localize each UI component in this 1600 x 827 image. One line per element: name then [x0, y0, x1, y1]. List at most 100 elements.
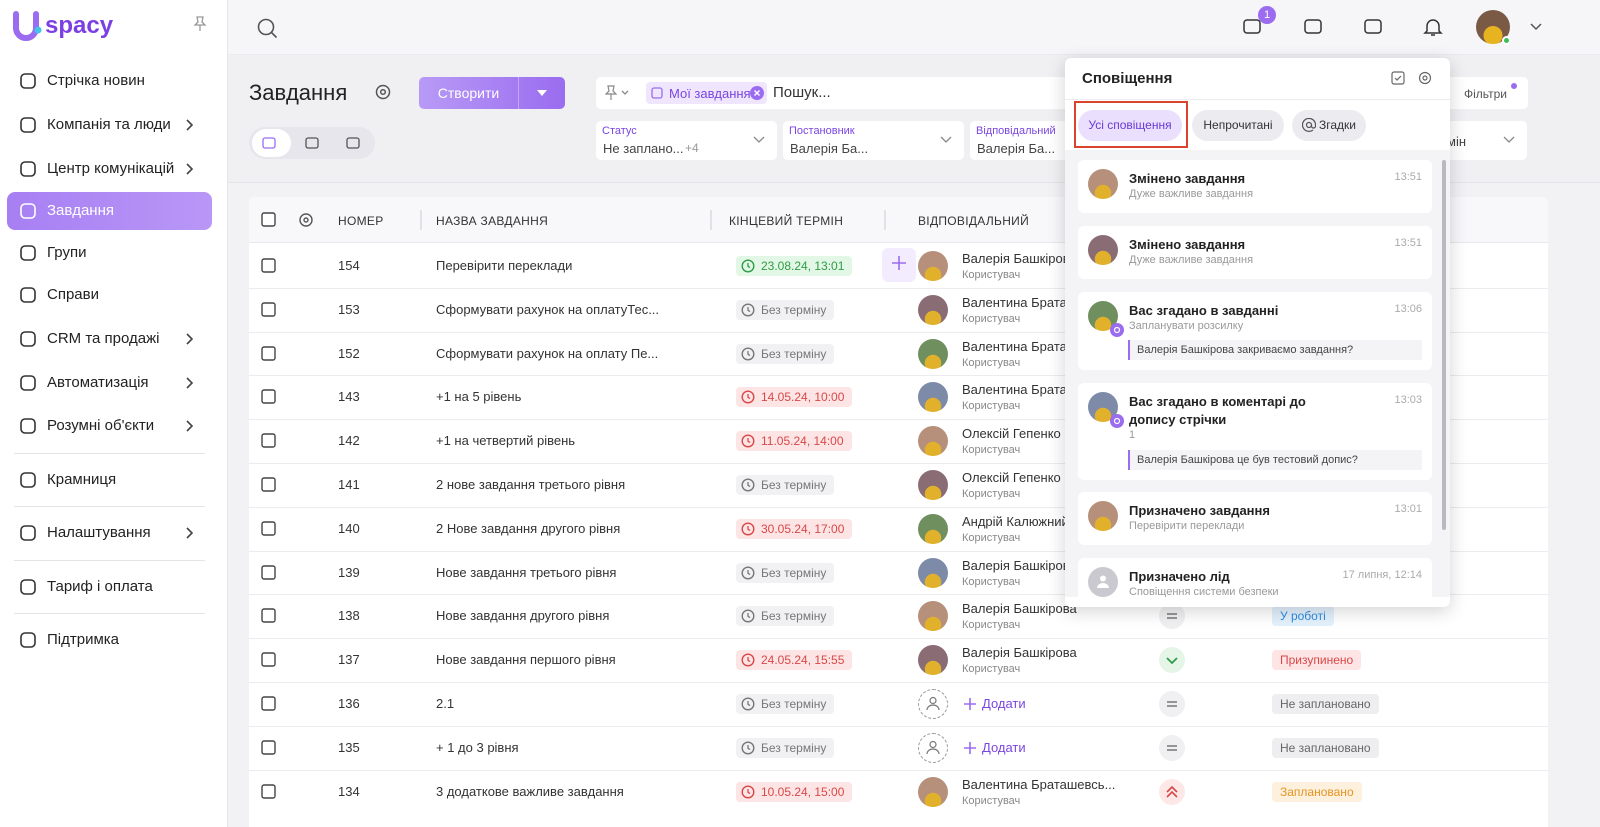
assignee-name[interactable]: Олексій Гепенко: [962, 426, 1061, 442]
row-checkbox[interactable]: [261, 477, 276, 492]
add-column-plus[interactable]: [891, 255, 907, 271]
task-name[interactable]: +1 на четвертий рівень: [436, 433, 576, 449]
assignee-name[interactable]: Валерія Башкірова: [962, 645, 1077, 661]
deadline-pill[interactable]: Без терміну: [736, 562, 835, 583]
add-assignee[interactable]: Додати: [982, 739, 1026, 755]
task-name[interactable]: Перевірити переклади: [436, 258, 573, 273]
row-checkbox[interactable]: [261, 302, 276, 317]
status-pill[interactable]: Не заплановано: [1272, 737, 1379, 758]
view-icon[interactable]: [305, 136, 319, 150]
popup-settings-icon[interactable]: [1418, 71, 1432, 85]
column-header[interactable]: ВІДПОВІДАЛЬНИЙ: [918, 214, 1030, 228]
header-icon[interactable]: [1423, 17, 1443, 37]
task-name[interactable]: Нове завдання другого рівня: [436, 608, 610, 624]
task-name[interactable]: Сформувати рахунок на оплату Пе...: [436, 345, 659, 361]
nav-item[interactable]: CRM та продажі: [47, 330, 160, 347]
row-checkbox[interactable]: [261, 740, 276, 755]
deadline-pill[interactable]: 14.05.24, 10:00: [736, 387, 853, 408]
row-checkbox[interactable]: [261, 345, 276, 361]
row-checkbox[interactable]: [261, 608, 276, 624]
deadline-pill[interactable]: Без терміну: [736, 606, 835, 627]
task-name[interactable]: +1 на 5 рівень: [436, 389, 522, 405]
task-name[interactable]: 2 Нове завдання другого рівня: [436, 520, 621, 536]
nav-item[interactable]: Автоматизація: [47, 374, 149, 391]
status-pill[interactable]: Заплановано: [1272, 781, 1362, 802]
nav-item[interactable]: Групи: [47, 244, 87, 261]
status-pill[interactable]: Призупинено: [1272, 650, 1362, 671]
header-icon[interactable]: [1303, 17, 1323, 37]
header-checkbox[interactable]: [261, 212, 276, 227]
row-checkbox[interactable]: [261, 783, 276, 799]
notification-card[interactable]: Змінено завдання Дуже важливе завдання 13:…: [1078, 160, 1432, 213]
filter-dropdown[interactable]: мін: [1440, 121, 1527, 160]
nav-item[interactable]: Компанія та люди: [47, 116, 171, 133]
row-checkbox[interactable]: [261, 564, 276, 580]
task-name[interactable]: 2 нове завдання третього рівня: [436, 477, 626, 492]
nav-item[interactable]: Крамниця: [47, 471, 117, 488]
status-pill[interactable]: Не заплановано: [1272, 694, 1379, 714]
nav-item[interactable]: Налаштування: [47, 524, 151, 541]
task-name[interactable]: 3 додаткове важливе завдання: [436, 783, 624, 799]
header-icon[interactable]: [1242, 17, 1262, 37]
view-icon[interactable]: [262, 136, 276, 150]
deadline-pill[interactable]: 10.05.24, 15:00: [736, 781, 853, 802]
filter-dropdown[interactable]: Статус Не заплано... +4: [596, 121, 777, 160]
deadline-pill[interactable]: 30.05.24, 17:00: [736, 518, 853, 539]
deadline-pill[interactable]: 23.08.24, 13:01: [736, 256, 853, 276]
deadline-pill[interactable]: 11.05.24, 14:00: [736, 431, 852, 452]
mark-read-icon[interactable]: [1391, 71, 1405, 85]
nav-item[interactable]: Тариф і оплата: [47, 578, 153, 595]
nav-item[interactable]: Центр комунікацій: [47, 160, 175, 177]
create-caret[interactable]: [537, 90, 547, 96]
deadline-pill[interactable]: Без терміну: [736, 737, 835, 758]
column-header[interactable]: НОМЕР: [338, 214, 384, 228]
nav-item[interactable]: Стрічка новин: [47, 72, 145, 89]
chip-remove[interactable]: [750, 86, 764, 100]
deadline-pill[interactable]: 24.05.24, 15:55: [736, 650, 853, 671]
nav-item[interactable]: Справи: [47, 286, 99, 303]
row-checkbox[interactable]: [261, 521, 276, 536]
settings-icon[interactable]: [374, 83, 392, 101]
filter-dropdown[interactable]: Постановник Валерія Ба...: [783, 121, 964, 160]
task-name[interactable]: Нове завдання першого рівня: [436, 652, 616, 668]
assignee-name[interactable]: Андрій Калюжний: [962, 513, 1069, 529]
column-header[interactable]: НАЗВА ЗАВДАННЯ: [436, 214, 549, 228]
header-icon[interactable]: [1363, 17, 1383, 37]
assignee-name[interactable]: Валерія Башкірова: [962, 251, 1077, 266]
notification-card[interactable]: Призначено завдання Перевірити переклади 1…: [1078, 492, 1432, 545]
notification-card[interactable]: Змінено завдання Дуже важливе завдання 13:…: [1078, 226, 1432, 279]
filters-button-label[interactable]: Фільтри: [1464, 87, 1507, 101]
row-checkbox[interactable]: [261, 389, 276, 405]
nav-item[interactable]: Завдання: [47, 202, 114, 219]
row-checkbox[interactable]: [261, 433, 276, 448]
task-name[interactable]: 2.1: [436, 696, 455, 711]
nav-item[interactable]: Розумні об'єкти: [47, 417, 155, 434]
task-name[interactable]: Нове завдання третього рівня: [436, 564, 617, 580]
status-pill[interactable]: У роботі: [1272, 606, 1334, 627]
nav-item[interactable]: Підтримка: [47, 631, 120, 648]
notification-tab[interactable]: Усі сповіщення: [1078, 110, 1182, 141]
notification-tab[interactable]: Згадки: [1292, 110, 1366, 141]
row-checkbox[interactable]: [261, 258, 276, 273]
deadline-pill[interactable]: Без терміну: [736, 299, 835, 320]
add-assignee[interactable]: Додати: [982, 696, 1026, 711]
row-checkbox[interactable]: [261, 696, 276, 711]
user-menu-chevron[interactable]: [1529, 22, 1543, 32]
notification-tab[interactable]: Непрочитані: [1192, 110, 1284, 141]
task-name[interactable]: Сформувати рахунок на оплатуТес...: [436, 301, 660, 317]
table-settings[interactable]: [298, 212, 314, 228]
assignee-name[interactable]: Олексій Гепенко: [962, 470, 1061, 485]
assignee-name[interactable]: Валерія Башкірова: [962, 557, 1077, 573]
row-checkbox[interactable]: [261, 652, 276, 667]
view-icon[interactable]: [346, 136, 360, 150]
assignee-name[interactable]: Валентина Браташевсь...: [962, 776, 1116, 792]
deadline-pill[interactable]: Без терміну: [736, 475, 835, 495]
filter-chip[interactable]: Мої завдання: [646, 82, 767, 104]
notification-card[interactable]: Валерія Башкірова це був тестовий допис?…: [1078, 383, 1432, 480]
search-icon[interactable]: [256, 17, 278, 39]
view-toggle-active[interactable]: [252, 129, 291, 157]
task-name[interactable]: + 1 до 3 рівня: [436, 739, 519, 755]
deadline-pill[interactable]: Без терміну: [736, 343, 835, 364]
column-header[interactable]: КІНЦЕВИЙ ТЕРМІН: [729, 214, 844, 228]
pin-icon[interactable]: [193, 16, 207, 32]
